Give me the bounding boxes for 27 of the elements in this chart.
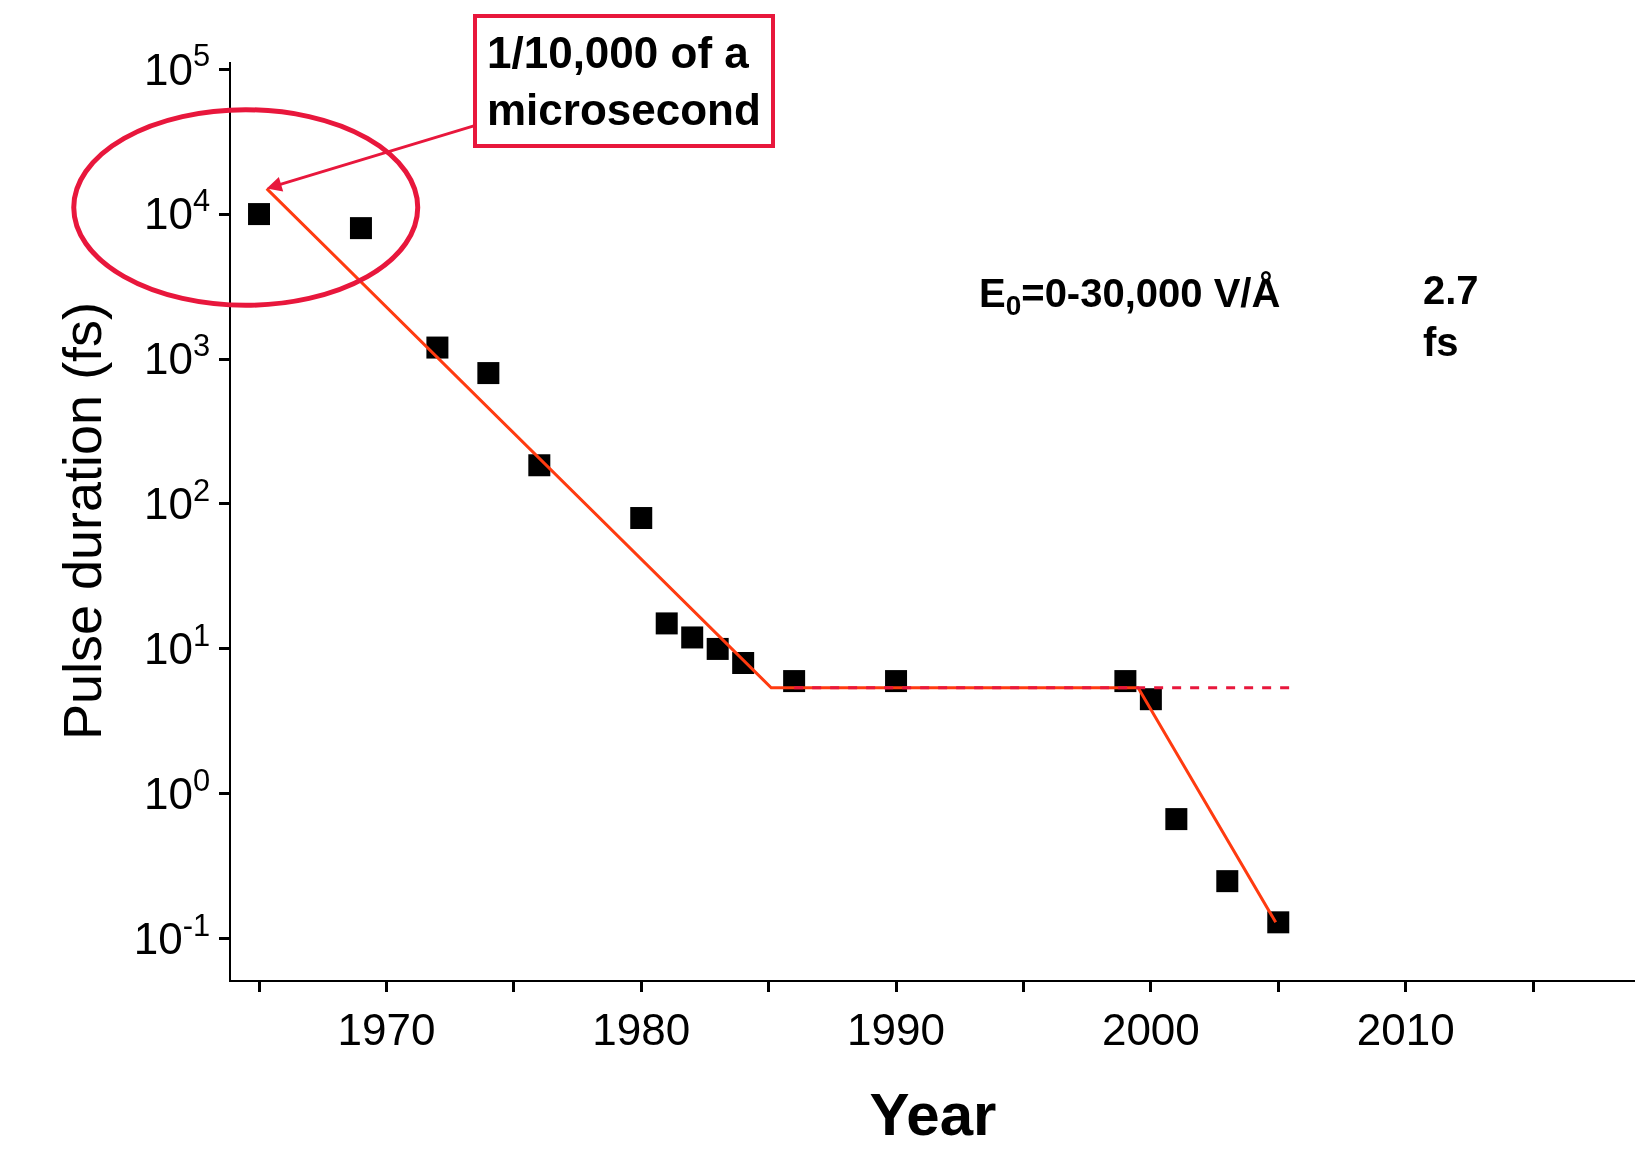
- point: [477, 362, 500, 385]
- x-tick-label: 2010: [1356, 1004, 1455, 1054]
- y-tick-label: 10$^{4}$: [144, 183, 211, 239]
- y-tick-label: 10$^{2}$: [144, 472, 211, 529]
- annotation: 1/10,000 of a microsecond: [487, 28, 761, 135]
- x-axis-title: Year: [869, 1080, 997, 1148]
- point: [1165, 808, 1188, 831]
- x-tick-label: 1990: [847, 1004, 945, 1054]
- y-tick-label: 10$^{5}$: [144, 38, 211, 94]
- point: [706, 637, 729, 660]
- x-tick-label: 1980: [592, 1004, 691, 1054]
- x-tick-label: 1970: [337, 1004, 436, 1054]
- point: [1267, 911, 1290, 934]
- y-axis-title: Pulse duration (fs): [51, 301, 112, 741]
- point: [630, 507, 653, 530]
- y-tick-label: 10$^{3}$: [144, 327, 211, 384]
- point: [1216, 870, 1239, 893]
- y-tick-label: 10$^{0}$: [144, 762, 211, 819]
- annotation: E$_{0}$=0-30,000 V/Å: [979, 271, 1281, 322]
- point: [655, 612, 678, 635]
- point: [681, 626, 704, 649]
- point: [349, 217, 372, 240]
- y-tick-label: 10$^{1}$: [144, 617, 211, 674]
- y-tick-label: 10$^{-1}$: [133, 907, 211, 964]
- x-tick-label: 2000: [1101, 1004, 1200, 1054]
- point: [248, 203, 271, 226]
- annotation: 2.7 fs: [1423, 268, 1479, 364]
